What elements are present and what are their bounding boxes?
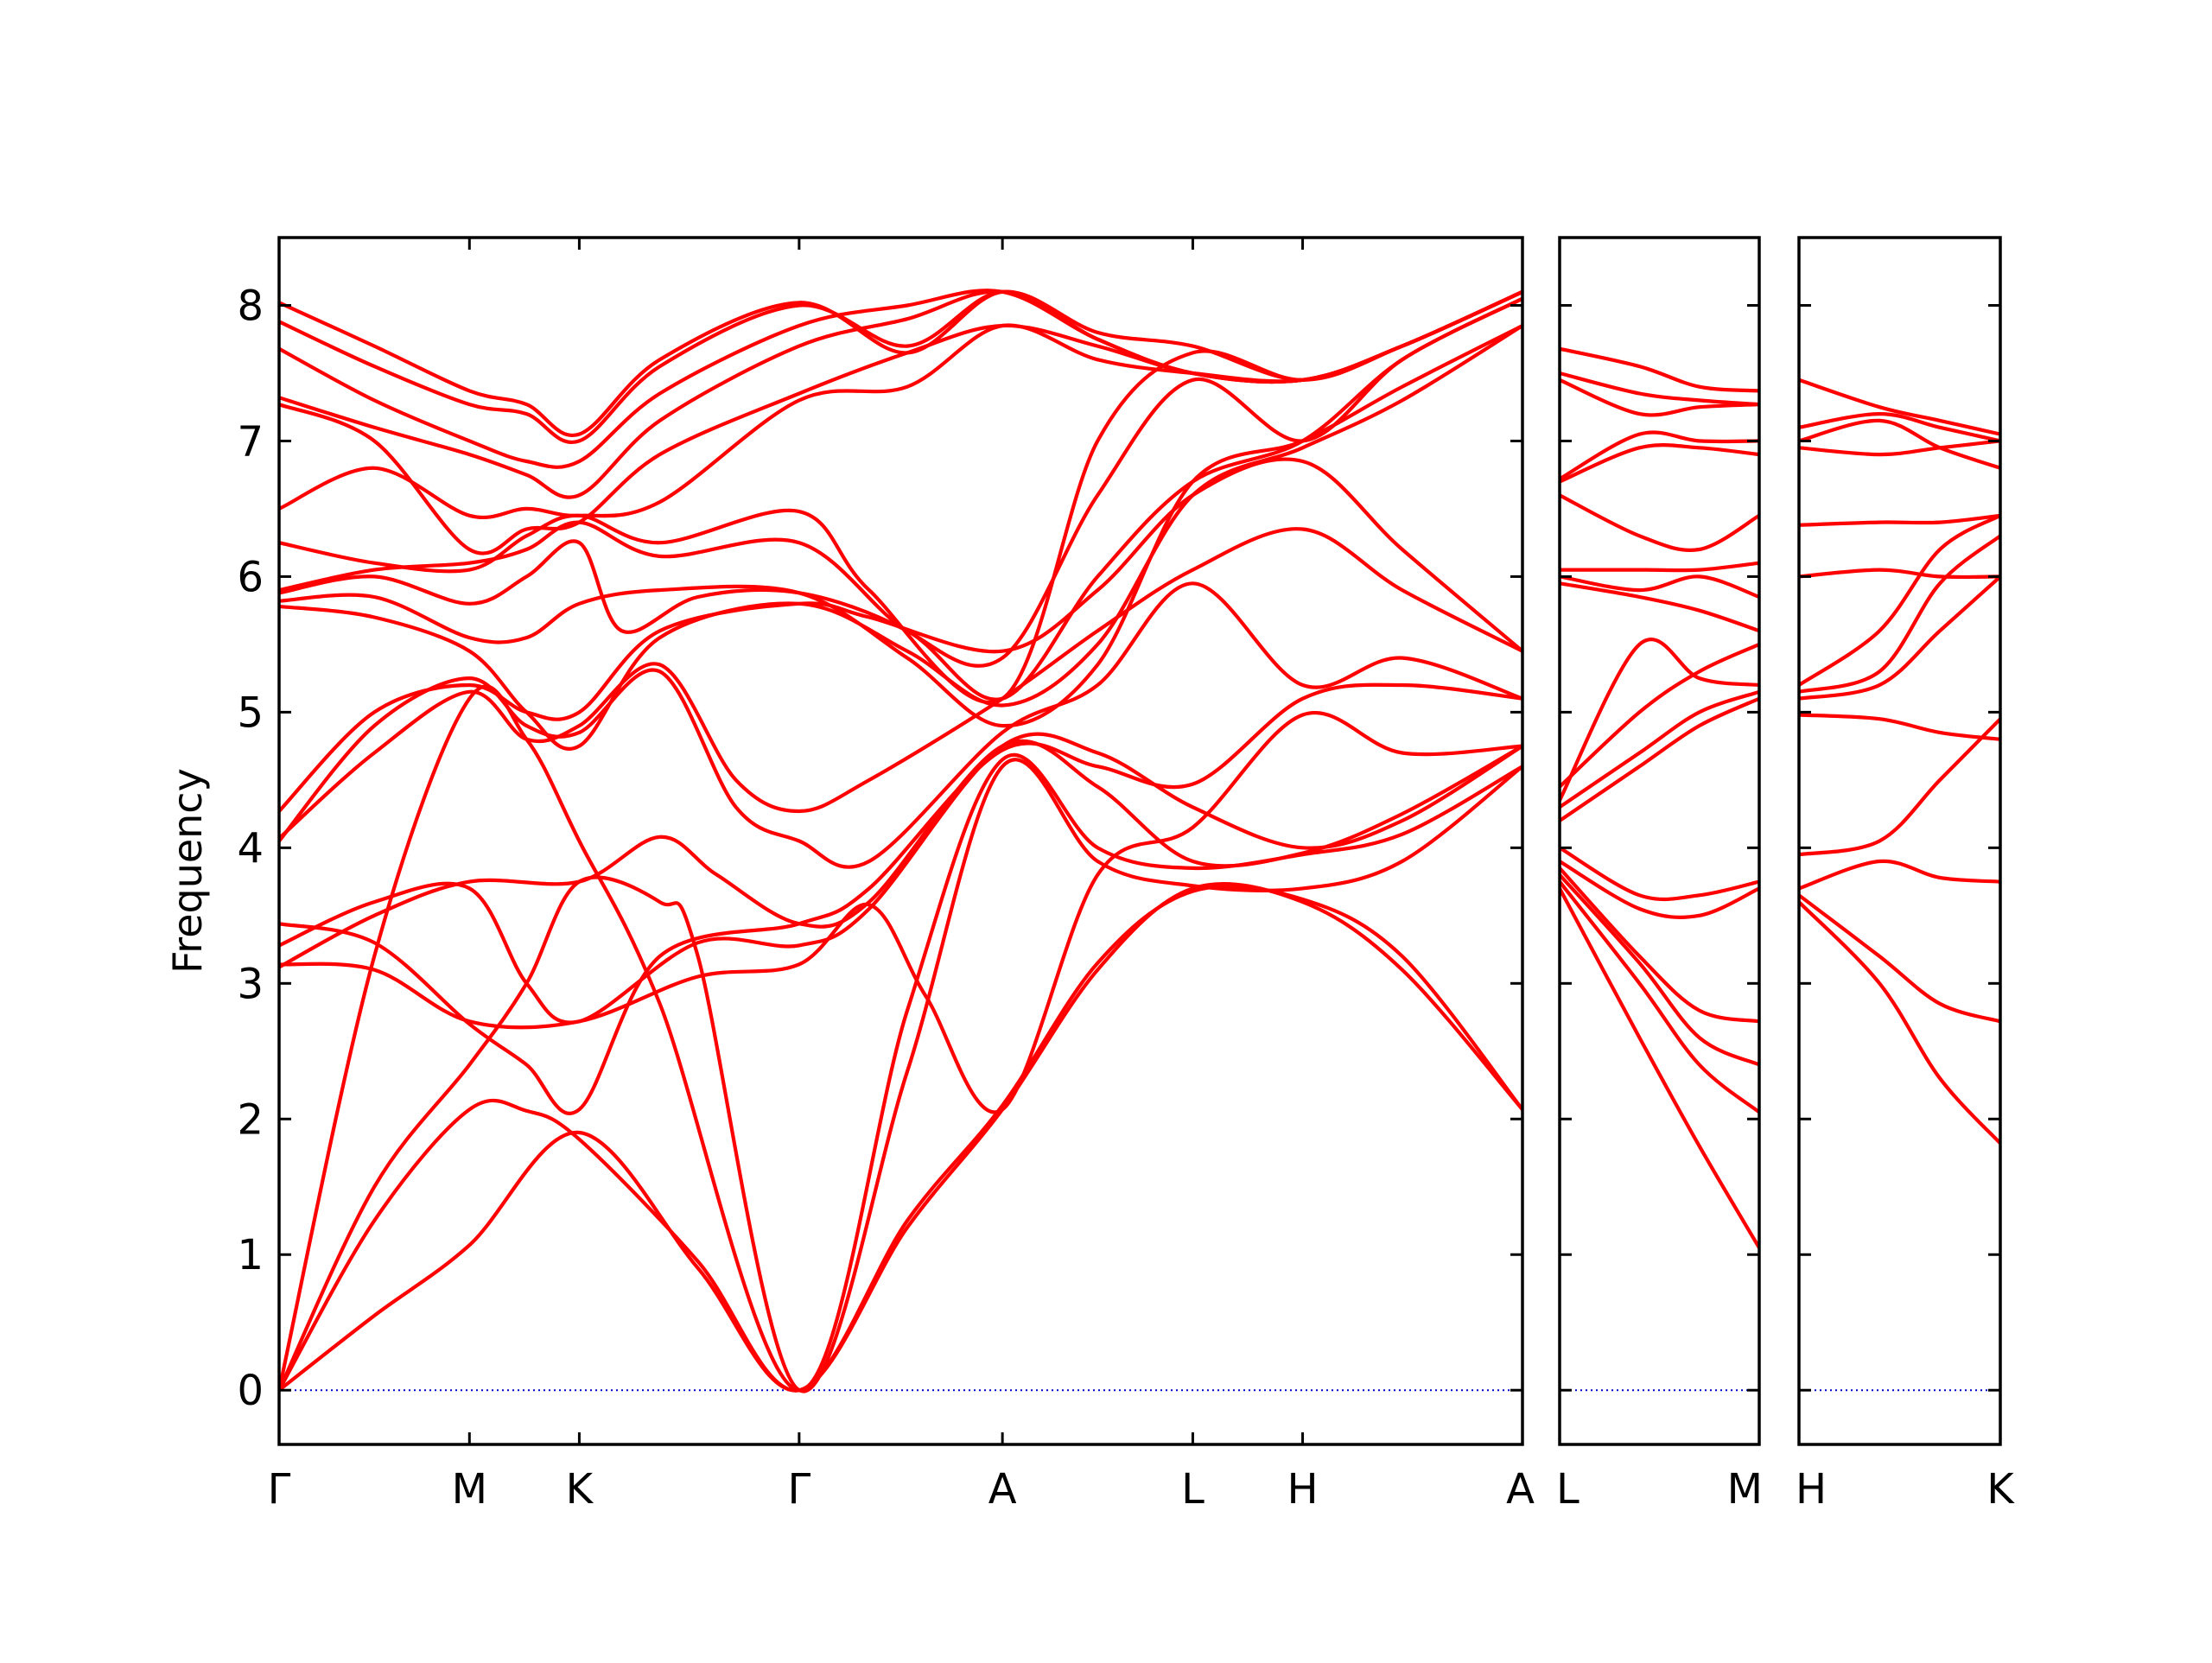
bands-group bbox=[1799, 378, 2000, 1146]
band-line bbox=[1799, 513, 2000, 688]
band-line bbox=[1799, 859, 2000, 891]
band-line bbox=[279, 581, 1522, 869]
x-tick-label: Γ bbox=[268, 1465, 291, 1514]
band-line bbox=[1799, 717, 2000, 857]
bands-group bbox=[279, 289, 1522, 1393]
panel-main: 0 1 2 3 4 5 6 7 8 Γ M K Γ A L H A bbox=[237, 236, 1535, 1514]
y-tick-label: 8 bbox=[237, 282, 264, 330]
band-line bbox=[279, 289, 1522, 469]
band-line bbox=[1560, 638, 1759, 803]
y-tick-label: 4 bbox=[237, 824, 264, 873]
band-line bbox=[279, 289, 1522, 499]
band-line bbox=[1560, 886, 1759, 1250]
panel-frame bbox=[277, 236, 1524, 1446]
panel-frame bbox=[1797, 236, 2002, 1446]
bands-group bbox=[1560, 346, 1759, 1250]
band-line bbox=[1560, 371, 1759, 407]
x-tick-label: K bbox=[566, 1465, 594, 1514]
band-line bbox=[279, 296, 1522, 701]
panel-frame bbox=[1558, 236, 1761, 1446]
band-line bbox=[1560, 689, 1759, 809]
x-tick-label: H bbox=[1796, 1465, 1827, 1514]
x-tick-label: L bbox=[1181, 1465, 1205, 1514]
band-line bbox=[279, 323, 1522, 728]
band-line bbox=[1799, 378, 2000, 436]
band-line bbox=[1560, 873, 1759, 1067]
band-line bbox=[1560, 866, 1759, 1024]
band-line bbox=[279, 289, 1522, 438]
y-tick-label: 2 bbox=[237, 1095, 264, 1144]
band-line bbox=[1799, 568, 2000, 580]
band-line bbox=[279, 457, 1522, 814]
x-tick-label: Γ bbox=[787, 1465, 810, 1514]
y-axis-label: Frequency bbox=[164, 768, 211, 974]
band-line bbox=[1560, 696, 1759, 823]
x-tick-label: L bbox=[1556, 1465, 1580, 1514]
y-tick-label: 0 bbox=[237, 1367, 264, 1415]
band-line bbox=[279, 884, 1522, 1393]
band-line bbox=[1560, 493, 1759, 552]
x-tick-label: A bbox=[1506, 1465, 1535, 1514]
x-tick-label: M bbox=[452, 1465, 487, 1514]
band-line bbox=[1799, 534, 2000, 694]
band-line bbox=[1560, 574, 1759, 600]
band-line bbox=[1799, 713, 2000, 741]
y-tick-label: 6 bbox=[237, 553, 264, 601]
band-line bbox=[1799, 439, 2000, 457]
band-line bbox=[279, 289, 1522, 445]
band-line bbox=[1560, 846, 1759, 902]
band-line bbox=[1799, 900, 2000, 1146]
band-line bbox=[279, 527, 1522, 841]
band-line bbox=[279, 882, 1522, 1393]
band-line bbox=[1560, 642, 1759, 789]
band-line bbox=[1560, 581, 1759, 633]
y-tick-label: 7 bbox=[237, 417, 264, 466]
band-line bbox=[1799, 513, 2000, 527]
band-line bbox=[1799, 574, 2000, 701]
band-line bbox=[1560, 430, 1759, 481]
band-line bbox=[279, 323, 1522, 751]
band-line bbox=[1560, 879, 1759, 1114]
band-line bbox=[279, 758, 1522, 1393]
x-tick-label: K bbox=[1986, 1465, 2015, 1514]
x-tick-label: H bbox=[1287, 1465, 1319, 1514]
band-line bbox=[279, 739, 1522, 969]
y-tick-label: 5 bbox=[237, 689, 264, 737]
y-tick-label: 3 bbox=[237, 960, 264, 1008]
y-tick-label: 1 bbox=[237, 1231, 264, 1279]
band-line bbox=[279, 682, 1522, 1115]
band-line bbox=[279, 732, 1522, 1025]
x-tick-label: M bbox=[1727, 1465, 1763, 1514]
band-line bbox=[1560, 443, 1759, 484]
band-line bbox=[1560, 346, 1759, 393]
band-line bbox=[1799, 893, 2000, 1024]
band-line bbox=[1560, 859, 1759, 919]
band-line bbox=[1799, 412, 2000, 443]
band-line bbox=[1560, 378, 1759, 417]
band-line bbox=[1560, 561, 1759, 573]
x-tick-label: A bbox=[988, 1465, 1017, 1514]
band-line bbox=[279, 711, 1522, 1114]
band-line bbox=[279, 684, 1522, 1393]
band-line bbox=[1799, 418, 2000, 470]
